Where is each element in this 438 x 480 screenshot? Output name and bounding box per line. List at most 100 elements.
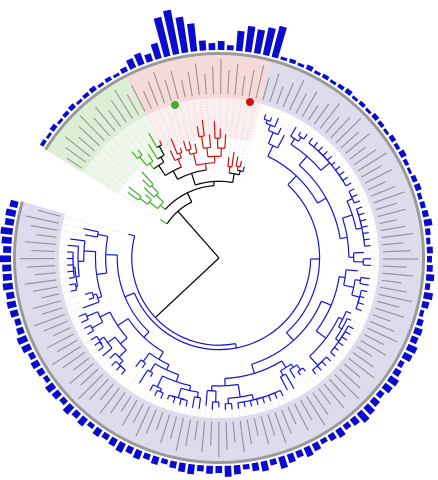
leaf-label (367, 181, 386, 191)
leaf-guide (357, 191, 365, 195)
branch (249, 400, 253, 407)
leaf-guide (144, 390, 151, 401)
branch (192, 153, 197, 166)
branch (149, 363, 156, 372)
bar (119, 66, 129, 74)
leaf-label (204, 73, 207, 95)
leaf-guide (204, 405, 207, 418)
leaf-label (382, 265, 407, 268)
bar (381, 382, 393, 394)
leaf-guide (244, 406, 247, 416)
branch-arc (157, 154, 165, 160)
leaf-label (345, 133, 370, 154)
leaf-guide (294, 377, 305, 394)
branch (154, 390, 158, 397)
branch (348, 188, 355, 193)
leaf-label (248, 70, 255, 97)
branch (160, 156, 165, 163)
leaf-label (375, 307, 404, 318)
leaf-guide (206, 98, 210, 135)
branch (160, 392, 164, 399)
bar (82, 91, 90, 100)
bar (56, 117, 64, 125)
branch (185, 400, 188, 407)
bar (288, 58, 297, 65)
branch (360, 276, 370, 280)
bar (397, 359, 405, 369)
branch (318, 146, 324, 152)
leaf-label (260, 416, 270, 445)
branch-arc (268, 142, 278, 149)
leaf-guide (276, 398, 281, 407)
leaf-label (382, 242, 404, 246)
bar (92, 426, 103, 437)
leaf-guide (271, 108, 276, 118)
bar (402, 158, 410, 167)
bar-ring (0, 9, 435, 477)
leaf-label (381, 233, 414, 239)
bar (49, 123, 58, 132)
branch (325, 356, 332, 362)
bar (3, 245, 12, 253)
bar (416, 318, 424, 327)
leaf-guide (60, 278, 70, 280)
bar (39, 139, 47, 147)
leaf-label (194, 420, 199, 441)
bar (208, 43, 216, 51)
branch (147, 154, 154, 162)
branch (205, 390, 208, 406)
green-inner (83, 115, 165, 195)
bar (30, 359, 41, 370)
branch (315, 330, 327, 339)
branch (267, 124, 271, 131)
branch-arc (146, 160, 154, 167)
bar (398, 149, 407, 159)
branch (169, 150, 176, 161)
leaf-guide (225, 98, 228, 135)
branch-arc (194, 396, 201, 399)
leaf-guide (127, 367, 143, 390)
branch (118, 349, 127, 358)
branch (251, 364, 255, 374)
branch (317, 197, 327, 204)
leaf-label (62, 351, 86, 369)
leaf-label (31, 249, 56, 252)
branch (159, 218, 168, 225)
branch (149, 163, 155, 170)
leaf-label (38, 209, 61, 217)
leaf-label (274, 412, 287, 444)
branch (160, 204, 166, 210)
branch-arc (289, 364, 298, 371)
branch (102, 347, 113, 357)
branch-arc (341, 331, 346, 338)
branch-arc (298, 135, 305, 140)
leaf-label (267, 414, 276, 436)
bar (426, 246, 433, 254)
bar (88, 85, 97, 94)
leaf-label (143, 91, 152, 109)
leaf-guide (366, 217, 374, 220)
leaf-guide (350, 320, 364, 327)
branch (228, 166, 231, 174)
branch (234, 343, 237, 349)
leaf-label (89, 378, 109, 401)
branch-arc (94, 251, 103, 297)
leaf-guide (237, 100, 249, 157)
branch-arc (315, 276, 340, 332)
branch (361, 225, 368, 228)
bar (423, 218, 433, 227)
branch-arc (341, 217, 350, 258)
bar (133, 52, 145, 67)
leaf-guide (344, 167, 351, 172)
branch (200, 136, 204, 149)
branch (70, 238, 85, 242)
leaf-guide (284, 116, 295, 136)
branch-arc (91, 292, 95, 299)
branch (313, 141, 319, 148)
branch (135, 359, 142, 368)
leaf-label (36, 234, 57, 238)
leaf-label (364, 169, 392, 184)
branch (94, 341, 100, 346)
bar (217, 40, 225, 51)
leaf-label (377, 208, 406, 218)
